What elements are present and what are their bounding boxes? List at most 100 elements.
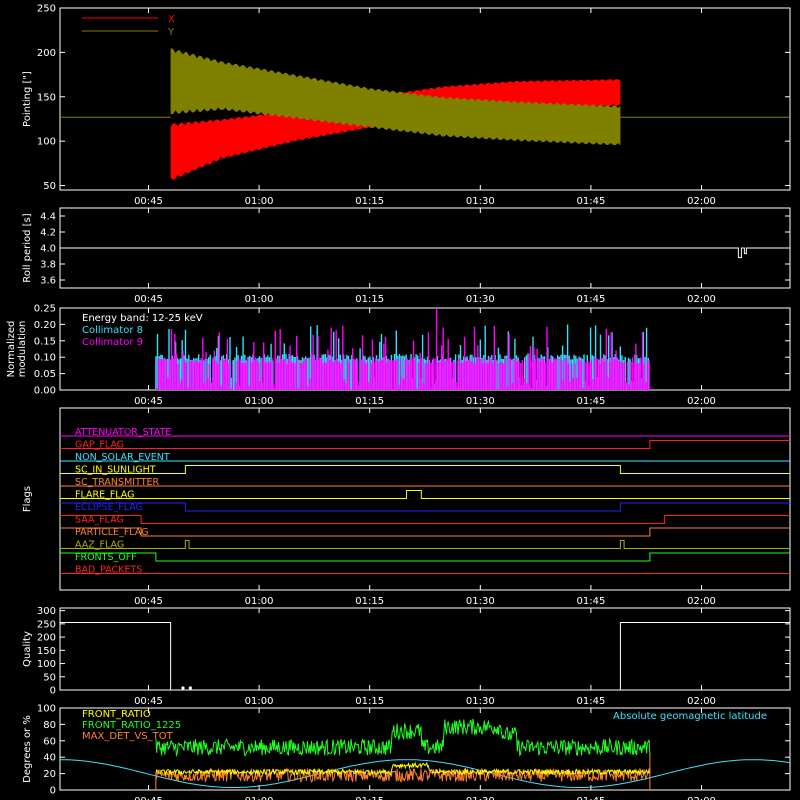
time-tick-label: 01:30 xyxy=(466,696,495,707)
y-tick-label: 100 xyxy=(37,704,56,715)
time-tick-label: 01:15 xyxy=(355,396,384,407)
y-tick-label: 3.6 xyxy=(40,276,56,287)
y-tick-label: 4.2 xyxy=(40,228,56,239)
time-tick-label: 01:00 xyxy=(245,796,274,800)
time-tick-label: 01:45 xyxy=(576,696,605,707)
time-tick-label: 01:15 xyxy=(355,696,384,707)
y-axis-label-line: Normalized xyxy=(6,321,17,378)
ratio-legend-front-ratio-1225: FRONT_RATIO_1225 xyxy=(82,720,181,731)
y-tick-label: 50 xyxy=(43,181,56,192)
y-tick-label: 50 xyxy=(43,672,56,683)
time-tick-label: 01:30 xyxy=(466,396,495,407)
y-axis-label: Degrees or % xyxy=(22,715,33,783)
flag-line-saa-flag xyxy=(60,515,790,524)
time-tick-label: 00:45 xyxy=(134,294,163,305)
y-tick-label: 0.20 xyxy=(34,320,56,331)
time-tick-label: 01:30 xyxy=(466,294,495,305)
pointing-plot xyxy=(60,48,790,180)
flags-plot xyxy=(60,435,790,574)
time-tick-label: 01:45 xyxy=(576,294,605,305)
panel-frame-0 xyxy=(59,7,791,191)
modulation-series-collimator-8 xyxy=(155,324,649,390)
y-tick-label: 80 xyxy=(43,720,56,731)
quality-dot xyxy=(181,686,185,690)
time-tick-label: 00:45 xyxy=(134,196,163,207)
flag-label-saa-flag: SAA_FLAG xyxy=(75,515,124,526)
y-tick-label: 40 xyxy=(43,753,56,764)
ratio-legend-front-ratio: FRONT_RATIO xyxy=(82,709,151,720)
y-tick-label: 4.0 xyxy=(40,244,56,255)
y-tick-label: 300 xyxy=(37,606,56,617)
flag-line-sc-in-sunlight xyxy=(60,465,790,474)
flag-line-particle-flag xyxy=(60,527,790,537)
geomagnetic-latitude-legend: Absolute geomagnetic latitude xyxy=(613,711,767,722)
flag-label-sc-in-sunlight: SC_IN_SUNLIGHT xyxy=(75,465,156,476)
flag-label-bad-packets: BAD_PACKETS xyxy=(75,565,142,576)
time-tick-label: 01:45 xyxy=(576,396,605,407)
time-tick-label: 02:00 xyxy=(687,796,716,800)
time-tick-label: 01:15 xyxy=(355,294,384,305)
flag-line-aaz-flag xyxy=(60,540,790,549)
y-tick-label: 3.8 xyxy=(40,260,56,271)
panel-frame-4 xyxy=(59,607,791,691)
y-axis-label-line: modulation xyxy=(17,321,28,378)
flag-label-particle-flag: PARTICLE_FLAG xyxy=(75,527,148,538)
time-tick-label: 02:00 xyxy=(687,596,716,607)
time-tick-label: 01:00 xyxy=(245,596,274,607)
time-tick-label: 01:15 xyxy=(355,796,384,800)
time-tick-label: 01:15 xyxy=(355,196,384,207)
time-tick-label: 01:45 xyxy=(576,596,605,607)
y-tick-label: 0.25 xyxy=(34,304,56,315)
flag-label-non-solar-event: NON_SOLAR_EVENT xyxy=(75,452,170,463)
time-tick-label: 01:00 xyxy=(245,196,274,207)
flag-label-flare-flag: FLARE_FLAG xyxy=(75,490,135,501)
max-det-vs-tot-line xyxy=(155,767,651,784)
time-tick-label: 00:45 xyxy=(134,696,163,707)
y-axis-label: Quality xyxy=(22,631,33,667)
ratio-legend-max-det-vs-tot: MAX_DET_VS_TOT xyxy=(82,731,174,742)
time-tick-label: 01:30 xyxy=(466,196,495,207)
modulation-series-collimator-9 xyxy=(156,308,650,390)
flag-line-fronts-off xyxy=(60,552,790,562)
y-axis-label: Normalized modulation xyxy=(6,321,28,378)
modulation-legend-collimator-9: Collimator 9 xyxy=(82,337,143,348)
pointing-series-y xyxy=(170,48,621,146)
time-tick-label: 01:45 xyxy=(576,196,605,207)
time-tick-label: 02:00 xyxy=(687,294,716,305)
flag-label-aaz-flag: AAZ_FLAG xyxy=(75,540,124,551)
front-ratio-line xyxy=(155,761,651,777)
y-tick-label: 20 xyxy=(43,769,56,780)
quality-line xyxy=(60,622,790,691)
time-tick-label: 02:00 xyxy=(687,196,716,207)
quality-dot xyxy=(188,686,192,690)
flag-label-fronts-off: FRONTS_OFF xyxy=(75,552,137,563)
y-tick-label: 250 xyxy=(37,619,56,630)
flag-line-gap-flag xyxy=(60,440,790,449)
energy-band-label: Energy band: 12-25 keV xyxy=(82,313,203,324)
y-axis-label: Roll period [s] xyxy=(22,213,33,282)
y-tick-label: 100 xyxy=(37,137,56,148)
time-tick-label: 00:45 xyxy=(134,396,163,407)
flag-label-gap-flag: GAP_FLAG xyxy=(75,440,124,451)
time-tick-label: 02:00 xyxy=(687,696,716,707)
legend-label-x: X xyxy=(168,14,175,25)
y-tick-label: 250 xyxy=(37,4,56,15)
y-tick-label: 0.05 xyxy=(34,369,56,380)
y-tick-label: 0.10 xyxy=(34,353,56,364)
time-tick-label: 01:15 xyxy=(355,596,384,607)
y-tick-label: 0 xyxy=(50,786,56,797)
modulation-plot xyxy=(155,308,650,390)
y-tick-label: 0 xyxy=(50,686,56,697)
flag-line-flare-flag xyxy=(60,490,790,499)
y-tick-label: 150 xyxy=(37,646,56,657)
roll-period-line xyxy=(60,247,790,259)
flag-label-attenuator-state: ATTENUATOR_STATE xyxy=(75,427,171,438)
time-tick-label: 01:45 xyxy=(576,796,605,800)
y-tick-label: 150 xyxy=(37,92,56,103)
flag-label-eclipse-flag: ECLIPSE_FLAG xyxy=(75,502,143,513)
time-tick-label: 00:45 xyxy=(134,596,163,607)
time-tick-label: 01:00 xyxy=(245,294,274,305)
flag-line-eclipse-flag xyxy=(60,502,790,512)
y-tick-label: 200 xyxy=(37,48,56,59)
